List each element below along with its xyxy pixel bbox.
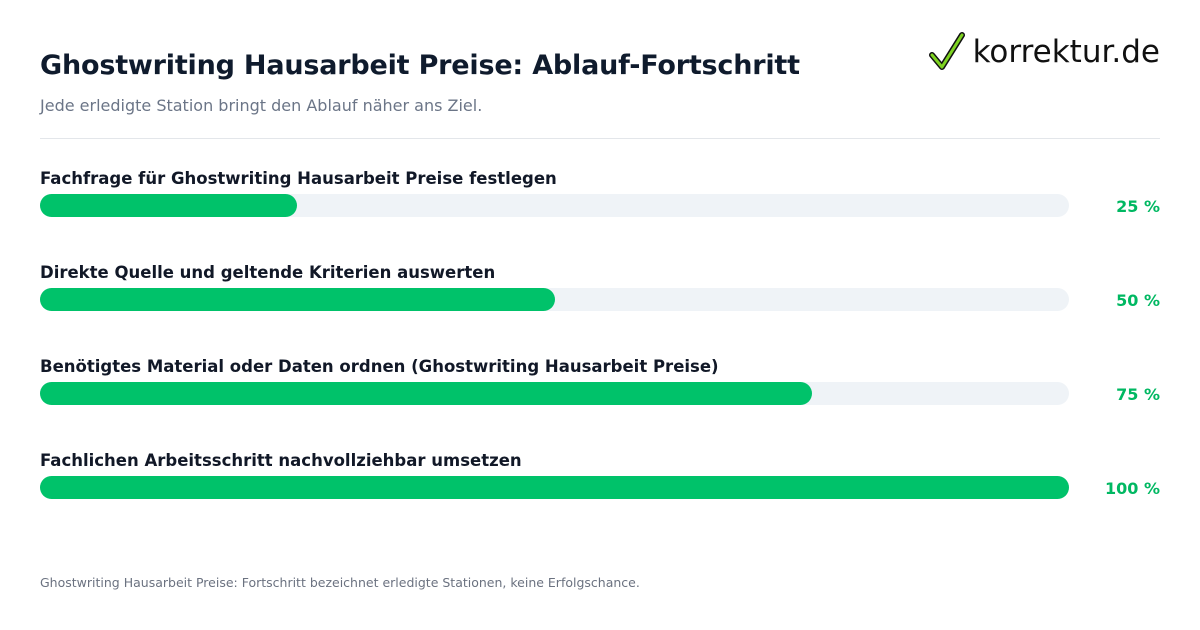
chart-subtitle: Jede erledigte Station bringt den Ablauf… xyxy=(40,96,483,115)
progress-row: Fachfrage für Ghostwriting Hausarbeit Pr… xyxy=(40,166,1160,260)
progress-track xyxy=(40,476,1069,499)
progress-row: Benötigtes Material oder Daten ordnen (G… xyxy=(40,354,1160,448)
percent-label: 50 % xyxy=(1116,291,1160,310)
progress-row: Fachlichen Arbeitsschritt nachvollziehba… xyxy=(40,448,1160,542)
chart-title: Ghostwriting Hausarbeit Preise: Ablauf-F… xyxy=(40,50,800,81)
step-label: Benötigtes Material oder Daten ordnen (G… xyxy=(40,357,719,376)
step-label: Fachfrage für Ghostwriting Hausarbeit Pr… xyxy=(40,169,557,188)
progress-fill xyxy=(40,194,298,217)
progress-chart: Fachfrage für Ghostwriting Hausarbeit Pr… xyxy=(40,166,1160,542)
progress-track xyxy=(40,288,1069,311)
percent-label: 100 % xyxy=(1105,479,1160,498)
chart-header: Ghostwriting Hausarbeit Preise: Ablauf-F… xyxy=(40,0,1160,138)
checkmark-icon xyxy=(928,32,965,70)
brand-logo[interactable]: korrektur.de xyxy=(928,30,1160,74)
step-label: Fachlichen Arbeitsschritt nachvollziehba… xyxy=(40,451,522,470)
progress-row: Direkte Quelle und geltende Kriterien au… xyxy=(40,260,1160,354)
percent-label: 25 % xyxy=(1116,197,1160,216)
progress-track xyxy=(40,382,1069,405)
progress-fill xyxy=(40,382,812,405)
footnote: Ghostwriting Hausarbeit Preise: Fortschr… xyxy=(40,575,640,590)
percent-label: 75 % xyxy=(1116,385,1160,404)
step-label: Direkte Quelle und geltende Kriterien au… xyxy=(40,263,496,282)
header-divider xyxy=(40,138,1160,139)
progress-track xyxy=(40,194,1069,217)
logo-text: korrektur.de xyxy=(972,34,1160,70)
progress-fill xyxy=(40,476,1069,499)
progress-fill xyxy=(40,288,555,311)
